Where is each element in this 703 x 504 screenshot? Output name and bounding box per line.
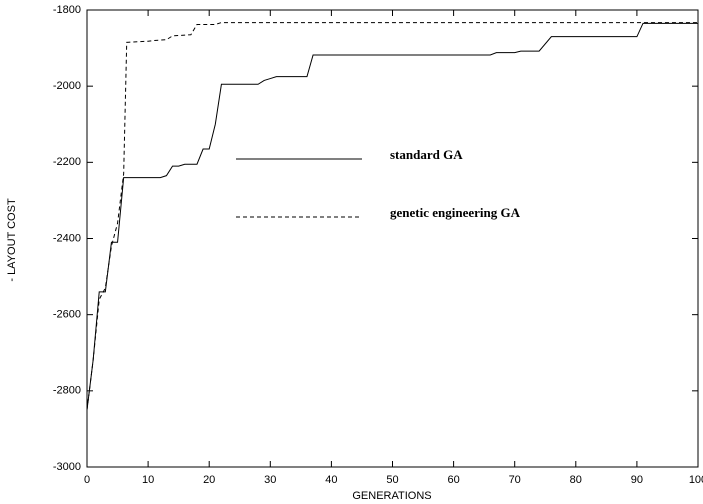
x-tick-label: 40	[325, 474, 337, 486]
legend-label: standard GA	[390, 147, 463, 162]
x-tick-label: 80	[570, 474, 582, 486]
y-tick-label: -2400	[53, 232, 81, 244]
y-axis-label: - LAYOUT COST	[6, 198, 18, 282]
x-tick-label: 30	[264, 474, 276, 486]
y-tick-label: -1800	[53, 4, 81, 16]
legend-label: genetic engineering GA	[390, 205, 521, 220]
series-line	[86, 22, 698, 410]
x-tick-label: 10	[142, 474, 154, 486]
x-tick-label: 60	[447, 474, 459, 486]
y-tick-label: -2600	[53, 309, 81, 321]
y-tick-label: -2200	[53, 156, 81, 168]
x-tick-label: 20	[203, 474, 215, 486]
y-tick-label: -2800	[53, 385, 81, 397]
x-tick-label: 0	[84, 474, 90, 486]
x-tick-label: 70	[509, 474, 521, 486]
y-tick-label: -3000	[53, 461, 81, 473]
x-tick-label: 100	[689, 474, 703, 486]
plot-frame	[86, 9, 699, 468]
y-tick-label: -2000	[53, 80, 81, 92]
x-axis-label: GENERATIONS	[352, 490, 431, 502]
x-tick-label: 90	[631, 474, 643, 486]
x-tick-label: 50	[386, 474, 398, 486]
series-line	[86, 22, 698, 410]
